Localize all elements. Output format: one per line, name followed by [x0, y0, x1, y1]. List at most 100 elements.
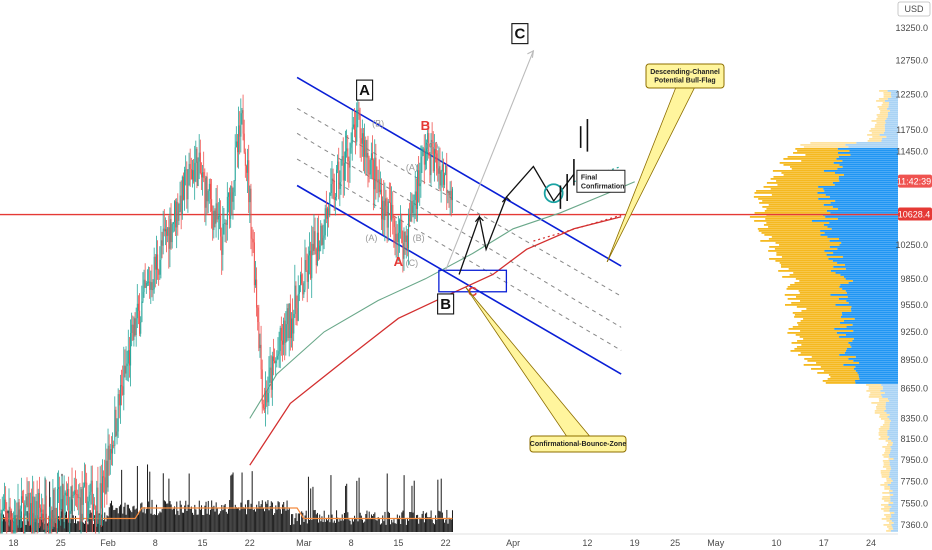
volume-bar	[410, 512, 412, 532]
candle-body	[313, 231, 315, 251]
profile-bar-blue	[887, 90, 898, 92]
candle-body	[148, 281, 150, 283]
profile-bar-blue	[853, 330, 898, 332]
channel-lower-line[interactable]	[296, 184, 622, 375]
profile-bar-blue	[838, 178, 898, 180]
candle-body	[101, 476, 103, 509]
candle-body	[341, 156, 343, 161]
profile-bar-gold	[795, 148, 838, 150]
volume-bar	[238, 507, 240, 532]
volume-bar	[143, 507, 145, 532]
volume-bar	[304, 515, 306, 532]
candle-body	[89, 491, 91, 495]
candle-body	[196, 148, 198, 186]
profile-bar-gold	[760, 240, 830, 242]
volume-bar	[265, 501, 267, 532]
volume-bar	[273, 514, 275, 532]
profile-bar-blue	[889, 508, 898, 510]
volume-bar	[256, 504, 258, 532]
channel-midline[interactable]	[296, 158, 622, 351]
callout-bounce-zone-box[interactable]	[529, 435, 627, 453]
candle-body	[410, 201, 412, 222]
candle-body	[259, 344, 261, 349]
currency-badge[interactable]	[897, 1, 931, 17]
profile-bar-blue	[882, 138, 898, 140]
wave-label: (B)	[372, 119, 384, 129]
volume-bar	[441, 512, 443, 532]
volume-bar	[433, 524, 435, 532]
time-axis[interactable]: 18 25 Feb 8 15 22 Mar 8 15 22 Apr 12 19 25 May 10 17 24	[0, 533, 932, 550]
profile-bar-blue	[834, 328, 898, 330]
candle-body	[247, 160, 249, 173]
profile-bar-gold	[800, 330, 854, 332]
profile-bar-gold	[886, 480, 893, 482]
profile-bar-gold	[876, 114, 889, 116]
candle-body	[125, 366, 127, 374]
descending-channel[interactable]	[296, 76, 622, 375]
profile-bar-gold	[868, 396, 883, 398]
volume-bar	[122, 513, 124, 532]
candle-body	[232, 192, 234, 202]
profile-bar-gold	[777, 184, 835, 186]
candle-body	[325, 208, 327, 219]
callout-descending-channel-box[interactable]	[645, 63, 725, 89]
volume-bar	[222, 510, 224, 532]
candle-body	[404, 231, 406, 242]
channel-midline[interactable]	[296, 108, 622, 297]
time-tick-label: 22	[441, 538, 451, 548]
volume-bar	[348, 519, 350, 532]
time-tick-label: 17	[819, 538, 829, 548]
volume-bar	[142, 512, 144, 532]
channel-upper-line[interactable]	[296, 76, 622, 267]
volume-bar	[334, 522, 336, 532]
profile-bar-gold	[791, 342, 849, 344]
profile-bar-blue	[811, 220, 898, 222]
volume-bar	[365, 514, 367, 532]
candle-body	[78, 497, 80, 499]
profile-bar-blue	[845, 268, 898, 270]
candle-body	[276, 355, 278, 361]
price-axis[interactable]: USD 13250.0 12750.0 12250.0 11750.0 11450.0 1…	[895, 0, 932, 535]
channel-midline[interactable]	[296, 132, 622, 328]
profile-bar-gold	[878, 398, 888, 400]
candle-body	[402, 243, 404, 259]
volume-bar	[42, 513, 44, 532]
candle-body	[82, 486, 84, 505]
candle-body	[228, 192, 230, 197]
candle-body	[255, 279, 257, 286]
volume-bar	[382, 515, 384, 532]
profile-bar-blue	[827, 236, 898, 238]
profile-bar-gold	[776, 254, 827, 256]
wave-drawings[interactable]	[438, 49, 622, 293]
candle-body	[412, 205, 414, 214]
profile-bar-gold	[758, 198, 819, 200]
candle-body	[314, 231, 316, 249]
volume-bar	[149, 471, 151, 532]
bounce-zone-box[interactable]	[438, 269, 508, 293]
candle-body	[130, 333, 132, 366]
profile-bar-gold	[881, 498, 891, 500]
volume-bar	[178, 515, 180, 532]
profile-bar-gold	[884, 506, 892, 508]
volume-bar	[393, 519, 395, 532]
candle-body	[261, 369, 263, 405]
candle-body	[291, 318, 293, 339]
volume-bar	[54, 518, 56, 532]
candle-body	[8, 506, 10, 526]
candle-body	[106, 460, 108, 488]
volume-bar	[170, 504, 172, 532]
volume-bar	[225, 511, 227, 532]
callouts[interactable]: Descending-Channel Potential Bull-Flag Con…	[465, 63, 725, 453]
projection-arrow-gray[interactable]	[445, 50, 534, 271]
volume-bar	[268, 510, 270, 532]
candle-body	[347, 148, 349, 162]
volume-bar	[72, 515, 74, 532]
final-confirmation-box[interactable]	[576, 169, 626, 193]
candle-body	[285, 324, 287, 343]
callout-bounce-zone-tail	[465, 287, 591, 437]
candle-body	[297, 293, 299, 321]
volume-bar	[233, 508, 235, 532]
profile-bar-blue	[887, 430, 898, 432]
profile-bar-gold	[801, 344, 851, 346]
